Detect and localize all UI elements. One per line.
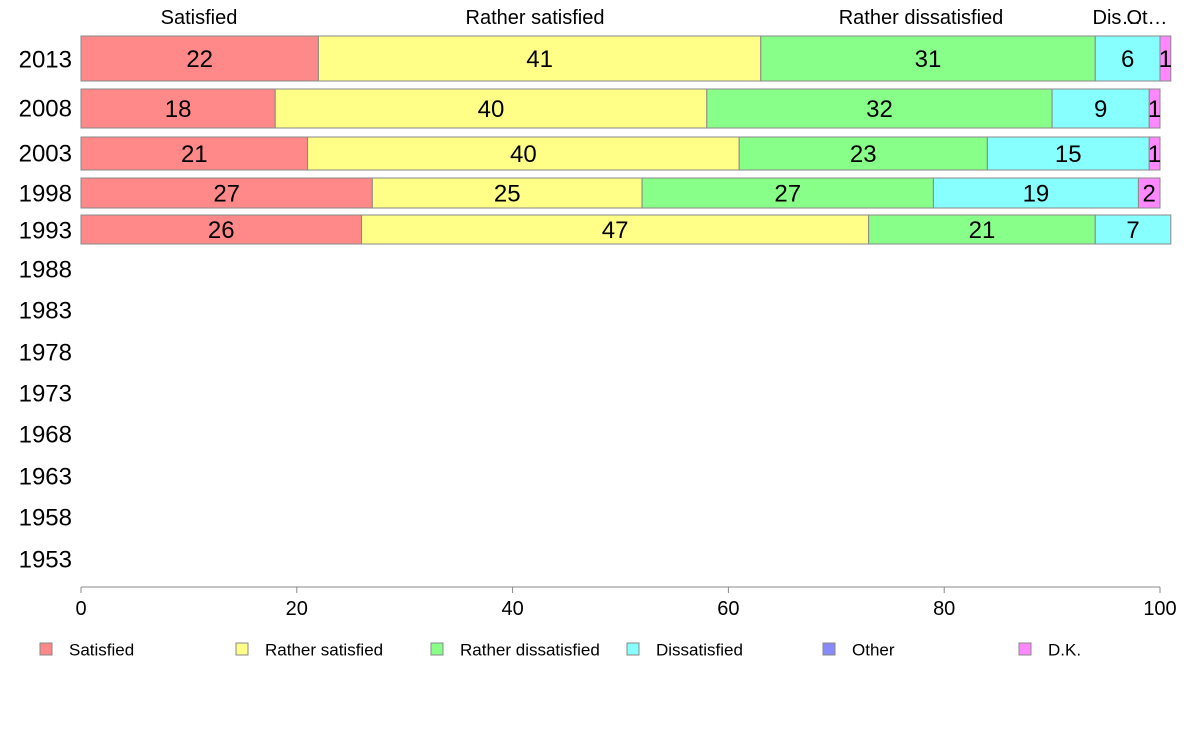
bar-2008-series-2 bbox=[706, 88, 1053, 129]
bar-value-label-2003-series-3: 15 bbox=[1055, 141, 1082, 168]
bar-value-label-1993-series-1: 47 bbox=[602, 217, 629, 244]
top-segment-label-0: Satisfied bbox=[161, 7, 238, 29]
bar-2008-series-5 bbox=[1148, 88, 1161, 129]
top-segment-label-3: Dis… bbox=[1093, 7, 1142, 29]
bar-value-label-2013-series-3: 6 bbox=[1121, 46, 1134, 73]
bar-value-label-2003-series-0: 21 bbox=[181, 141, 208, 168]
bar-value-label-1993-series-2: 21 bbox=[969, 217, 996, 244]
category-label-1993: 1993 bbox=[19, 218, 72, 245]
category-label-2013: 2013 bbox=[19, 47, 72, 74]
legend-label-2: Rather dissatisfied bbox=[460, 641, 600, 660]
bar-2008-series-1 bbox=[274, 88, 708, 129]
bar-2008-series-3 bbox=[1051, 88, 1150, 129]
bar-2013-series-0 bbox=[80, 35, 319, 82]
bar-value-label-2003-series-5: 1 bbox=[1148, 141, 1161, 168]
category-label-1978: 1978 bbox=[19, 340, 72, 367]
legend-label-3: Dissatisfied bbox=[656, 641, 743, 660]
category-label-2008: 2008 bbox=[19, 96, 72, 123]
legend-label-4: Other bbox=[852, 641, 895, 660]
bar-1998-series-2 bbox=[641, 177, 934, 209]
legend-label-1: Rather satisfied bbox=[265, 641, 383, 660]
legend-swatch-0 bbox=[39, 642, 53, 656]
bar-value-label-2003-series-1: 40 bbox=[510, 141, 537, 168]
bar-value-label-1998-series-2: 27 bbox=[774, 181, 801, 208]
bar-2008-series-0 bbox=[80, 88, 276, 129]
x-tick-label-100: 100 bbox=[1143, 598, 1176, 620]
bar-value-label-2003-series-2: 23 bbox=[850, 141, 877, 168]
category-label-1983: 1983 bbox=[19, 298, 72, 325]
legend-label-5: D.K. bbox=[1048, 641, 1081, 660]
bar-value-label-1998-series-1: 25 bbox=[494, 181, 521, 208]
legend-swatch-5 bbox=[1018, 642, 1032, 656]
x-tick-label-60: 60 bbox=[717, 598, 739, 620]
category-label-1998: 1998 bbox=[19, 181, 72, 208]
x-tick-label-40: 40 bbox=[501, 598, 523, 620]
bar-1993-series-3 bbox=[1094, 214, 1172, 245]
category-label-1988: 1988 bbox=[19, 257, 72, 284]
legend-swatch-3 bbox=[626, 642, 640, 656]
x-tick-label-20: 20 bbox=[286, 598, 308, 620]
bar-2003-series-3 bbox=[986, 136, 1150, 171]
bar-1998-series-0 bbox=[80, 177, 373, 209]
bar-2003-series-5 bbox=[1148, 136, 1161, 171]
legend-swatch-2 bbox=[430, 642, 444, 656]
category-label-1953: 1953 bbox=[19, 547, 72, 574]
x-tick-label-80: 80 bbox=[933, 598, 955, 620]
bar-value-label-2008-series-1: 40 bbox=[478, 96, 505, 123]
bar-value-label-1998-series-5: 2 bbox=[1143, 181, 1156, 208]
bar-1998-series-3 bbox=[932, 177, 1139, 209]
bar-value-label-2013-series-5: 1 bbox=[1159, 46, 1172, 73]
bar-2003-series-2 bbox=[738, 136, 988, 171]
bar-1998-series-5 bbox=[1137, 177, 1161, 209]
bar-1993-series-0 bbox=[80, 214, 363, 245]
legend-swatch-1 bbox=[235, 642, 249, 656]
bar-value-label-1993-series-0: 26 bbox=[208, 217, 235, 244]
legend-swatch-4 bbox=[822, 642, 836, 656]
legend-label-0: Satisfied bbox=[69, 641, 134, 660]
category-label-1963: 1963 bbox=[19, 464, 72, 491]
bar-2013-series-2 bbox=[760, 35, 1096, 82]
bar-1993-series-2 bbox=[868, 214, 1096, 245]
bar-value-label-1993-series-3: 7 bbox=[1126, 217, 1139, 244]
bar-value-label-2008-series-5: 1 bbox=[1148, 96, 1161, 123]
category-label-2003: 2003 bbox=[19, 141, 72, 168]
category-label-1968: 1968 bbox=[19, 422, 72, 449]
bar-value-label-2013-series-2: 31 bbox=[915, 46, 942, 73]
x-tick-label-0: 0 bbox=[75, 598, 86, 620]
bar-value-label-2008-series-3: 9 bbox=[1094, 96, 1107, 123]
top-segment-label-4: Ot… bbox=[1126, 7, 1167, 29]
category-label-1973: 1973 bbox=[19, 381, 72, 408]
bar-value-label-2013-series-0: 22 bbox=[186, 46, 213, 73]
bar-2013-series-5 bbox=[1159, 35, 1172, 82]
bar-value-label-2008-series-0: 18 bbox=[165, 96, 192, 123]
top-segment-label-2: Rather dissatisfied bbox=[839, 7, 1004, 29]
bar-value-label-1998-series-0: 27 bbox=[213, 181, 240, 208]
bar-2013-series-1 bbox=[317, 35, 762, 82]
bar-2003-series-0 bbox=[80, 136, 309, 171]
bar-1993-series-1 bbox=[361, 214, 870, 245]
category-label-1958: 1958 bbox=[19, 505, 72, 532]
bar-value-label-2013-series-1: 41 bbox=[526, 46, 553, 73]
top-segment-label-1: Rather satisfied bbox=[466, 7, 605, 29]
bar-value-label-2008-series-2: 32 bbox=[866, 96, 893, 123]
bar-value-label-1998-series-3: 19 bbox=[1023, 181, 1050, 208]
